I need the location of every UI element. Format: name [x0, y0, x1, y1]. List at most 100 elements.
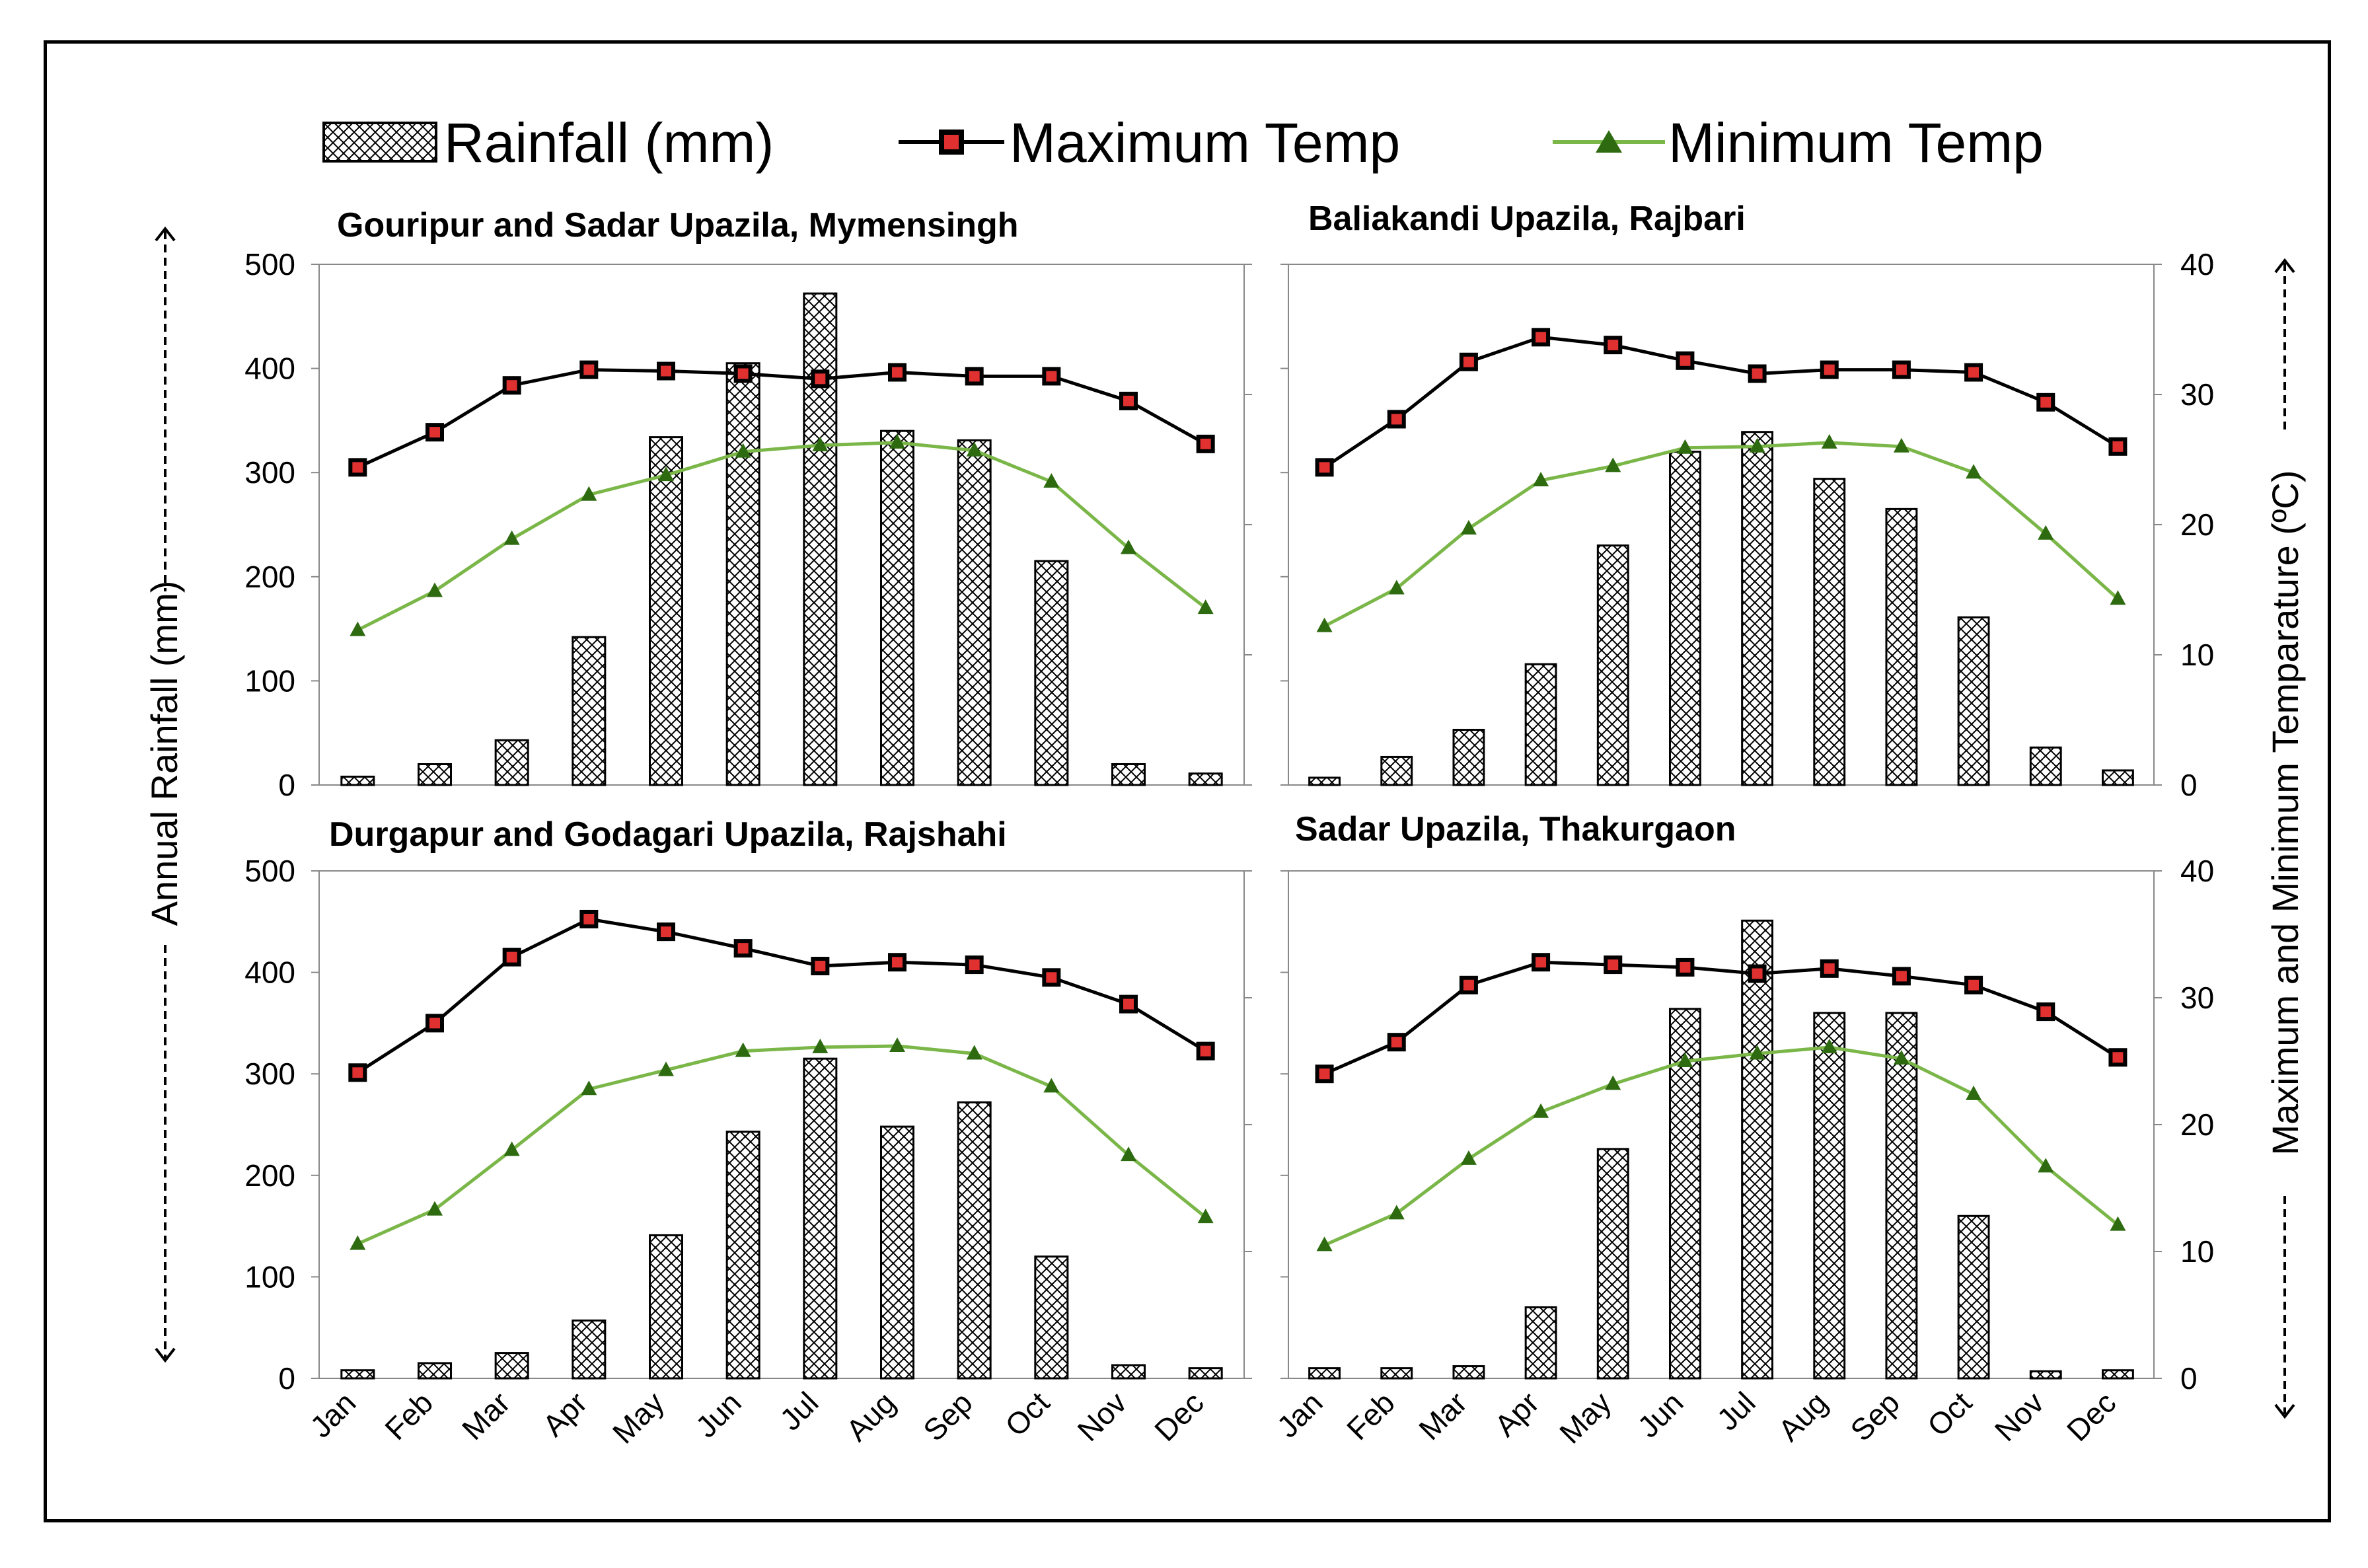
min-temp-point [350, 1235, 366, 1250]
rainfall-bar-feb [1380, 755, 1413, 786]
min-temp-point [1966, 464, 1982, 479]
max-temp-point [1315, 458, 1334, 477]
min-temp-point [1043, 1078, 1060, 1093]
max-temp-point [1459, 975, 1478, 994]
rainfall-bar-jan [1308, 1367, 1341, 1380]
max-temp-line [357, 368, 1206, 469]
figure-frame [44, 40, 2331, 1522]
legend-min-marker [1596, 130, 1622, 153]
max-temp-point [426, 1014, 444, 1033]
min-temp-point [1121, 539, 1136, 554]
max-temp-point [1119, 994, 1138, 1014]
min-temp-point [1605, 1075, 1621, 1090]
right-tick-label: 40 [2180, 247, 2214, 281]
rainfall-bar-jul [1741, 431, 1774, 786]
min-temp-point [2110, 1216, 2126, 1231]
rainfall-bar-oct [1957, 616, 1990, 786]
left-tick-label: 100 [244, 663, 295, 698]
min-temp-point [1460, 1150, 1477, 1165]
x-tick-label: Oct [1921, 1385, 1979, 1443]
left-axis-title-group: Annual Rainfall (mm) [143, 226, 185, 1363]
min-temp-point [735, 1042, 751, 1057]
min-temp-point [1316, 617, 1333, 632]
right-arrowhead-down [2274, 1403, 2295, 1419]
max-temp-point [1676, 351, 1695, 370]
min-temp-point [1821, 1038, 1837, 1053]
x-tick-label: Jul [773, 1385, 825, 1437]
x-tick-label: Feb [378, 1385, 439, 1446]
legend-rainfall-label: Rainfall (mm) [444, 112, 774, 174]
max-temp-point [1604, 336, 1623, 355]
plot-area-border [1288, 264, 2155, 786]
max-temp-point [502, 376, 521, 395]
max-temp-point [1119, 391, 1138, 410]
min-temp-line [357, 441, 1207, 632]
rainfall-bar-nov [1111, 763, 1146, 786]
max-temp-point [426, 423, 444, 442]
x-tick-label: Jan [1270, 1385, 1329, 1444]
min-temp-point [658, 1061, 674, 1076]
min-temp-point [1605, 457, 1621, 472]
max-temp-point [1532, 328, 1551, 347]
x-tick-label: Mar [455, 1385, 517, 1446]
min-temp-point [1533, 1103, 1549, 1118]
x-tick-label: Sep [1843, 1385, 1906, 1448]
rainfall-bar-jan [340, 1369, 375, 1380]
max-temp-point [348, 458, 367, 477]
left-axis-title: Annual Rainfall (mm) [143, 581, 185, 926]
min-temp-point [503, 530, 520, 545]
left-arrowhead-up [155, 226, 176, 242]
min-temp-point [735, 443, 751, 458]
max-temp-point [1315, 1064, 1334, 1084]
max-temp-point [1964, 363, 1983, 382]
max-temp-line [1323, 960, 2119, 1076]
x-tick-label: Jun [689, 1385, 748, 1444]
max-temp-point [1748, 364, 1767, 383]
rainfall-bar-nov [2029, 746, 2062, 786]
x-tick-label: Nov [1988, 1385, 2051, 1448]
rainfall-bar-sep [957, 1101, 992, 1380]
right-tick-label: 10 [2180, 1234, 2214, 1269]
right-axis-title-group: Maximum and Minimum Temparature (ºC) [2264, 258, 2306, 1419]
right-tick-label: 0 [2180, 1361, 2198, 1396]
left-tick-label: 300 [244, 1057, 295, 1091]
rainfall-bar-jan [1308, 776, 1341, 786]
panel-title: Sadar Upazila, Thakurgaon [1295, 810, 1736, 848]
max-temp-point [811, 957, 830, 975]
left-tick-label: 500 [244, 247, 295, 281]
left-tick-label: 200 [244, 1158, 295, 1193]
max-temp-point [579, 360, 599, 379]
min-temp-point [427, 582, 443, 597]
rainfall-bar-mar [1452, 1365, 1485, 1380]
chart-panel-3: Durgapur and Godagari Upazila, Rajshahi 0… [244, 815, 1252, 1450]
min-temp-point [1893, 1050, 1909, 1065]
x-tick-label: Apr [536, 1385, 593, 1442]
rainfall-bar-oct [1034, 1255, 1069, 1380]
panel-title: Durgapur and Godagari Upazila, Rajshahi [329, 815, 1007, 854]
left-tick-label: 0 [278, 1361, 295, 1396]
rainfall-bar-mar [494, 1352, 529, 1380]
left-tick-label: 400 [244, 352, 295, 386]
rainfall-bar-oct [1957, 1214, 1990, 1380]
min-temp-point [2038, 525, 2054, 540]
max-temp-point [1820, 360, 1839, 379]
rainfall-bar-apr [572, 636, 607, 786]
max-temp-point [888, 363, 906, 382]
rainfall-bar-feb [418, 763, 452, 786]
x-tick-label: Oct [998, 1385, 1056, 1443]
min-temp-point [1316, 1236, 1333, 1251]
max-temp-line [1323, 335, 2119, 469]
max-temp-point [1196, 1041, 1215, 1061]
min-temp-point [1533, 472, 1549, 487]
left-tick-label: 500 [244, 854, 295, 888]
right-tick-label: 20 [2180, 507, 2214, 542]
min-temp-point [427, 1201, 443, 1216]
rainfall-bar-jul [1741, 919, 1774, 1380]
max-temp-point [1892, 360, 1911, 379]
min-temp-point [581, 486, 597, 501]
min-temp-point [1893, 437, 1909, 453]
rainfall-bar-dec [2101, 1369, 2134, 1380]
right-tick-label: 20 [2180, 1107, 2214, 1142]
x-tick-label: Feb [1340, 1385, 1401, 1446]
